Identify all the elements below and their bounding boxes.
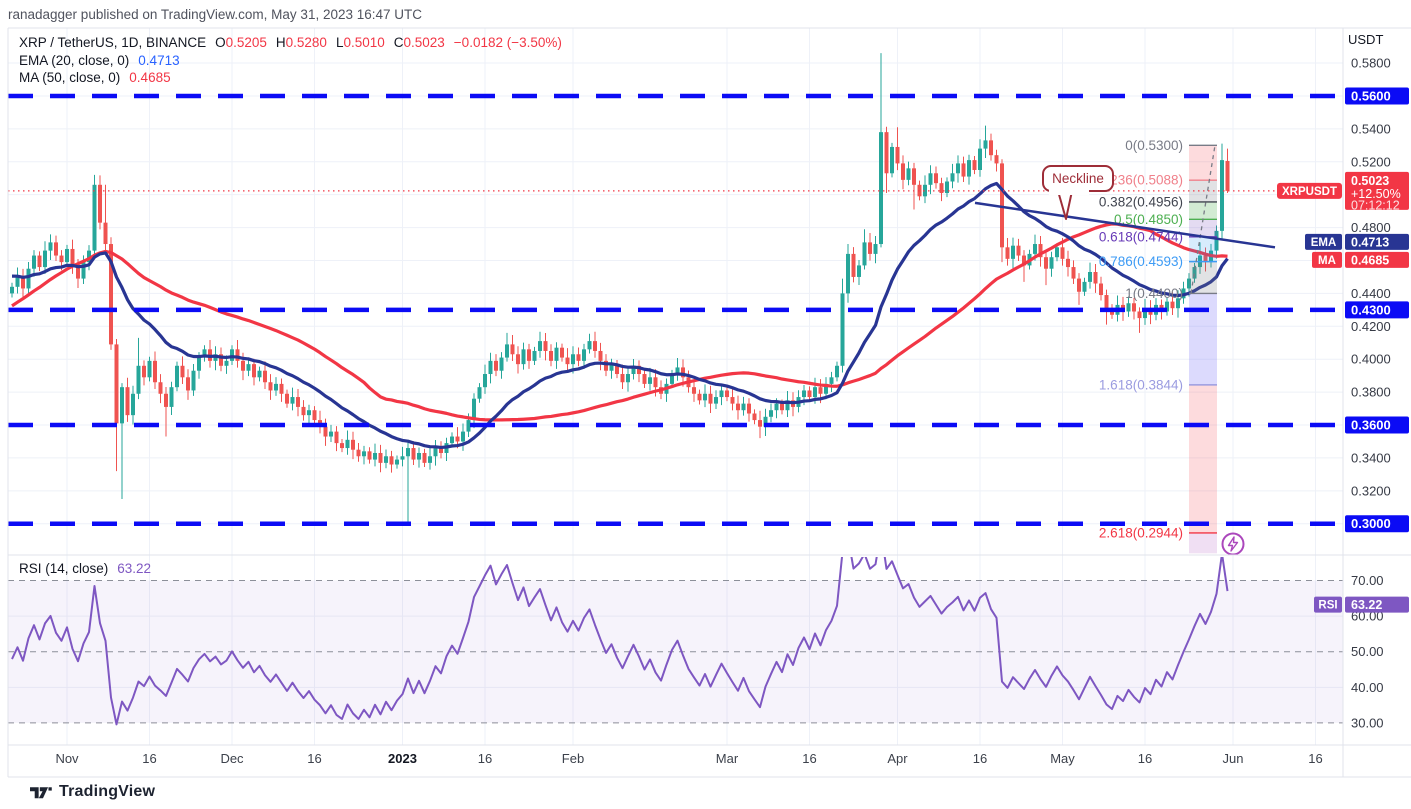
ma-legend-row[interactable]: MA (50, close, 0) 0.4685: [19, 70, 171, 85]
time-tick-label: 16: [478, 751, 492, 766]
time-tick-label: May: [1050, 751, 1075, 766]
symbol-tag-text: XRPUSDT: [1282, 186, 1337, 198]
price-tick-label: 0.3200: [1351, 483, 1391, 498]
level-badge-text: 0.3000: [1351, 516, 1391, 531]
price-tick-label: 0.5800: [1351, 56, 1391, 71]
neckline-label: Neckline: [1052, 171, 1104, 186]
price-tick-label: 0.5400: [1351, 121, 1391, 136]
ohlc-high: H0.5280: [275, 35, 327, 50]
rsi-band: [8, 580, 1343, 724]
ma-50-line: [11, 222, 1228, 422]
fib-level-label: 1.618(0.3844): [1099, 377, 1183, 392]
fib-level-label: 0.5(0.4850): [1114, 212, 1183, 227]
ma-badge: [1345, 251, 1409, 268]
price-tick-label: 0.4000: [1351, 352, 1391, 367]
ema-legend-row[interactable]: EMA (20, close, 0) 0.4713: [19, 53, 180, 68]
price-tick-label: 0.4200: [1351, 319, 1391, 334]
price-axis-title: USDT: [1348, 32, 1383, 47]
time-axis[interactable]: Nov 16 Dec 16 2023 16 Feb Mar 16 Apr 16 May 16 Jun 16: [55, 751, 1322, 766]
ema-tag: [1305, 233, 1342, 250]
time-tick-label: Feb: [562, 751, 584, 766]
ema-legend-value: 0.4713: [138, 53, 180, 68]
horizontal-level-lines[interactable]: [8, 93, 1343, 526]
rsi-tick-label: 70.00: [1351, 573, 1384, 588]
change-value: −0.0182 (−3.50%): [453, 35, 562, 50]
rsi-tick-label: 40.00: [1351, 680, 1384, 695]
symbol-tag: [1277, 182, 1342, 199]
rsi-tag: [1314, 596, 1342, 613]
ohlc-close: C0.5023: [393, 35, 445, 50]
ma-tag-text: MA: [1318, 255, 1336, 267]
level-badge-text: 0.3600: [1351, 418, 1391, 433]
time-tick-label: 2023: [388, 751, 417, 766]
time-tick-label: Apr: [887, 751, 908, 766]
rsi-tick-label: 50.00: [1351, 644, 1384, 659]
time-tick-label: 16: [1308, 751, 1322, 766]
time-tick-label: 16: [307, 751, 321, 766]
ema-badge-text: 0.4713: [1351, 235, 1389, 249]
ma-legend-label: MA (50, close, 0): [19, 70, 121, 85]
tradingview-logo[interactable]: TradingView: [30, 783, 155, 801]
fib-level-label: 0(0.5300): [1125, 138, 1183, 153]
publish-watermark: ranadagger published on TradingView.com,…: [8, 7, 423, 22]
rsi-tick-label: 30.00: [1351, 715, 1384, 730]
rsi-tag-text: RSI: [1318, 600, 1337, 612]
neckline-callout[interactable]: Neckline: [1042, 165, 1114, 220]
price-tick-label: 0.3400: [1351, 450, 1391, 465]
ema-tag-text: EMA: [1311, 237, 1337, 249]
time-tick-label: 16: [142, 751, 156, 766]
pane-frame: [7, 27, 1411, 778]
time-tick-label: Mar: [716, 751, 739, 766]
price-tick-label: 0.4400: [1351, 286, 1391, 301]
time-tick-label: Nov: [55, 751, 79, 766]
rsi-legend-label: RSI (14, close): [19, 561, 109, 576]
price-tick-label: 0.5200: [1351, 154, 1391, 169]
last-price-block-text: 0.5023: [1351, 174, 1389, 188]
flash-icon[interactable]: [1221, 532, 1245, 556]
rsi-badge-text: 63.22: [1351, 598, 1382, 612]
level-badge-text: 0.5600: [1351, 88, 1391, 103]
price-tick-label: 0.4800: [1351, 220, 1391, 235]
time-tick-label: 16: [973, 751, 987, 766]
price-tick-label: 0.3800: [1351, 385, 1391, 400]
fib-level-label: 0.382(0.4956): [1099, 194, 1183, 209]
ohlc-low: L0.5010: [335, 35, 385, 50]
level-badge-text: 0.4300: [1351, 302, 1391, 317]
time-tick-label: Dec: [220, 751, 244, 766]
price-axis[interactable]: USDT 0.5800 0.5400 0.5200 0.4800 0.4400 0.4200…: [1277, 32, 1409, 730]
last-price-block: [1345, 171, 1409, 210]
rsi-legend-row[interactable]: RSI (14, close) 63.22: [19, 561, 151, 576]
time-tick-label: 16: [1138, 751, 1152, 766]
symbol-title: XRP / TetherUS, 1D, BINANCE: [19, 35, 207, 50]
symbol-legend-row[interactable]: XRP / TetherUS, 1D, BINANCE O0.5205 H0.528…: [19, 35, 562, 50]
last-price-block-text: 07:12:12: [1351, 198, 1400, 212]
fib-level-label: 0.236(0.5088): [1099, 173, 1183, 188]
ema-20-line: [11, 181, 1229, 450]
ma-badge-text: 0.4685: [1351, 253, 1389, 267]
ema-legend-label: EMA (20, close, 0): [19, 53, 130, 68]
level-badge: [1345, 87, 1409, 105]
last-price-block-text: +12.50%: [1351, 187, 1401, 201]
fib-level-label: 2.618(0.2944): [1099, 525, 1183, 540]
fib-level-label: 0.786(0.4593): [1099, 254, 1183, 269]
time-tick-label: Jun: [1223, 751, 1244, 766]
fib-level-label: 1(0.4400): [1125, 286, 1183, 301]
ma-legend-value: 0.4685: [129, 70, 171, 85]
rsi-line: [11, 557, 1229, 726]
level-badge: [1345, 416, 1409, 434]
level-badge: [1345, 515, 1409, 533]
rsi-legend-value: 63.22: [117, 561, 152, 576]
ma-tag: [1312, 251, 1342, 268]
rsi-badge: [1345, 596, 1409, 613]
fib-level-label: 0.618(0.4744): [1099, 229, 1183, 244]
ohlc-open: O0.5205: [215, 35, 267, 50]
level-badge: [1345, 301, 1409, 319]
time-tick-label: 16: [802, 751, 816, 766]
ema-badge: [1345, 233, 1409, 250]
tradingview-logo-text: TradingView: [59, 783, 156, 800]
tradingview-logo-icon: [30, 787, 52, 799]
neckline-trendline[interactable]: [974, 201, 1276, 249]
candlestick-series: [10, 53, 1230, 524]
